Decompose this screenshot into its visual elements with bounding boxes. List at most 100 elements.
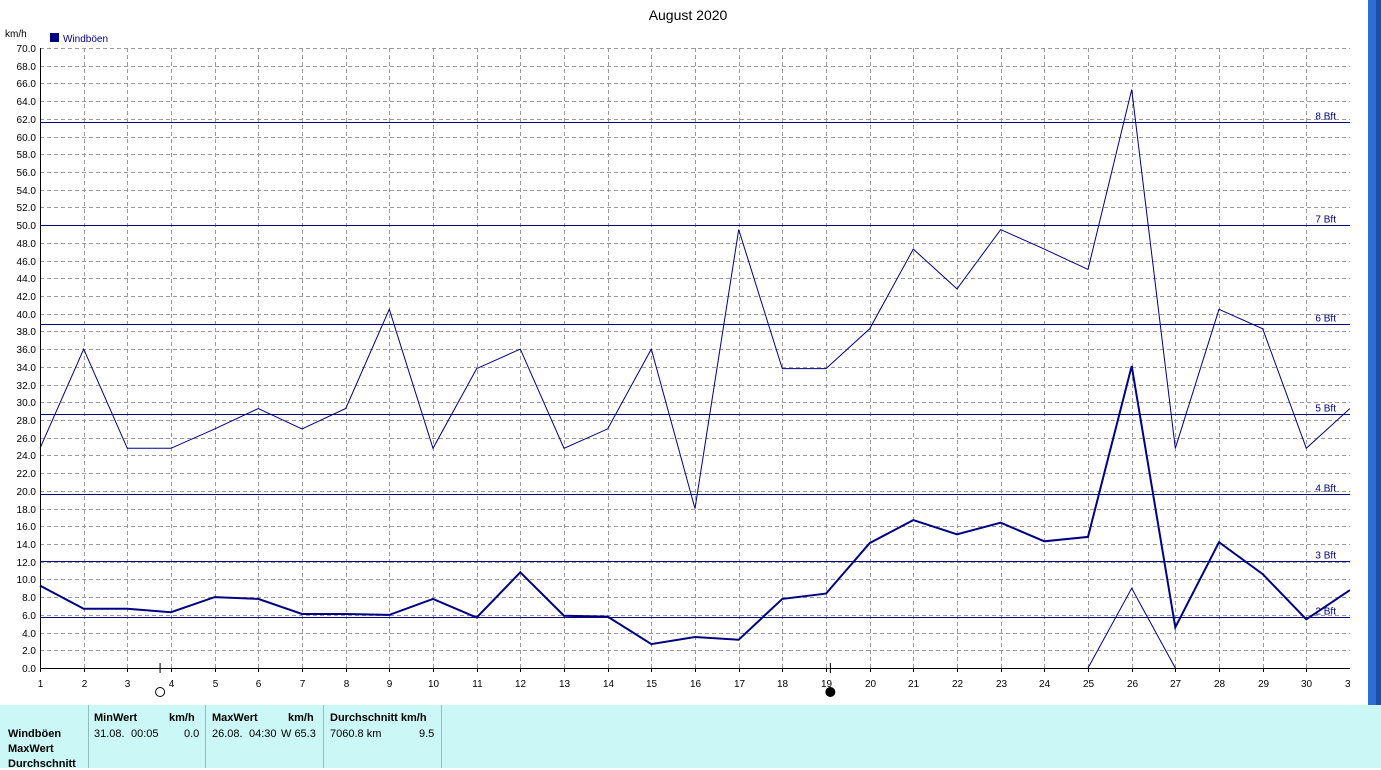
series-line-maxwert (40, 90, 1350, 509)
y-tick-label: 40.0 (17, 310, 37, 321)
y-tick-label: 8.0 (22, 593, 36, 604)
x-tick-label: 18 (777, 679, 789, 690)
column-separator (88, 705, 89, 768)
x-tick-label: 4 (169, 679, 175, 690)
scrollbar-shade (1376, 0, 1381, 705)
y-tick-label: 6.0 (22, 611, 36, 622)
y-tick-label: 58.0 (17, 150, 37, 161)
statistics-panel: Windböen MaxWert Durchschnitt MinWert km… (0, 705, 1381, 768)
y-tick-label: 36.0 (17, 345, 37, 356)
right-edge-scrollbar[interactable] (1350, 0, 1381, 705)
min-value: 0.0 (184, 728, 199, 740)
x-tick-label: 25 (1083, 679, 1095, 690)
y-tick-label: 0.0 (22, 664, 36, 675)
x-tick-label: 7 (300, 679, 306, 690)
y-tick-label: 20.0 (17, 487, 37, 498)
x-tick-label: 30 (1301, 679, 1313, 690)
max-value: W 65.3 (281, 728, 316, 740)
beaufort-label: 7 Bft (1315, 215, 1336, 226)
y-tick-label: 34.0 (17, 363, 37, 374)
row-label-durchschnitt: Durchschnitt (8, 758, 76, 770)
x-tick-label: 17 (734, 679, 746, 690)
x-tick-label: 8 (344, 679, 350, 690)
x-tick-label: 15 (646, 679, 658, 690)
y-tick-label: 30.0 (17, 398, 37, 409)
x-tick-label: 21 (908, 679, 920, 690)
y-tick-label: 28.0 (17, 416, 37, 427)
x-tick-label: 14 (603, 679, 615, 690)
y-tick-label: 32.0 (17, 381, 37, 392)
x-tick-label: 6 (256, 679, 262, 690)
column-separator (323, 705, 324, 768)
full-moon-icon (156, 688, 165, 697)
x-tick-label: 1 (38, 679, 44, 690)
x-tick-label: 3 (125, 679, 131, 690)
avg-distance: 7060.8 km (330, 728, 381, 740)
min-date: 31.08. (94, 728, 125, 740)
y-tick-label: 66.0 (17, 79, 37, 90)
y-tick-label: 26.0 (17, 434, 37, 445)
y-tick-label: 24.0 (17, 451, 37, 462)
legend-swatch (50, 33, 59, 42)
x-tick-label: 5 (213, 679, 219, 690)
x-tick-label: 9 (387, 679, 393, 690)
beaufort-label: 8 Bft (1315, 112, 1336, 123)
x-tick-label: 2 (82, 679, 88, 690)
legend-label: Windböen (63, 34, 108, 45)
row-label-maxwert: MaxWert (8, 743, 54, 755)
beaufort-label: 4 Bft (1315, 484, 1336, 495)
row-label-windboeen: Windböen (8, 728, 61, 740)
y-tick-label: 38.0 (17, 327, 37, 338)
new-moon-icon (826, 688, 835, 697)
y-tick-label: 54.0 (17, 186, 37, 197)
max-date: 26.08. (212, 728, 243, 740)
x-tick-label: 27 (1170, 679, 1182, 690)
chart-title: August 2020 (649, 7, 728, 23)
x-tick-label: 28 (1214, 679, 1226, 690)
y-axis-unit: km/h (5, 29, 27, 40)
min-header: MinWert (94, 712, 137, 724)
y-tick-label: 60.0 (17, 133, 37, 144)
y-tick-label: 14.0 (17, 540, 37, 551)
y-tick-label: 70.0 (17, 44, 37, 55)
y-tick-label: 44.0 (17, 274, 37, 285)
min-time: 00:05 (131, 728, 159, 740)
x-tick-label: 29 (1258, 679, 1270, 690)
y-tick-label: 52.0 (17, 203, 37, 214)
x-tick-label: 24 (1039, 679, 1051, 690)
y-tick-label: 4.0 (22, 629, 36, 640)
y-tick-label: 62.0 (17, 115, 37, 126)
y-tick-label: 22.0 (17, 469, 37, 480)
y-tick-label: 48.0 (17, 239, 37, 250)
y-tick-label: 16.0 (17, 522, 37, 533)
y-tick-label: 18.0 (17, 505, 37, 516)
y-tick-label: 50.0 (17, 221, 37, 232)
y-tick-label: 68.0 (17, 62, 37, 73)
x-tick-label: 22 (952, 679, 964, 690)
x-tick-label: 11 (472, 679, 483, 690)
column-separator (205, 705, 206, 768)
min-unit: km/h (169, 712, 195, 724)
x-tick-label: 12 (515, 679, 527, 690)
y-tick-label: 46.0 (17, 257, 37, 268)
column-separator (441, 705, 442, 768)
x-tick-label: 16 (690, 679, 702, 690)
series-line-minwert (1088, 588, 1175, 668)
x-tick-label: 23 (996, 679, 1008, 690)
x-tick-label: 26 (1127, 679, 1139, 690)
x-tick-label: 20 (865, 679, 877, 690)
beaufort-label: 6 Bft (1315, 314, 1336, 325)
y-tick-label: 56.0 (17, 168, 37, 179)
avg-value: 9.5 (419, 728, 434, 740)
y-tick-label: 12.0 (17, 558, 37, 569)
y-tick-label: 2.0 (22, 646, 36, 657)
max-header: MaxWert (212, 712, 258, 724)
max-unit: km/h (288, 712, 314, 724)
y-tick-label: 42.0 (17, 292, 37, 303)
max-time: 04:30 (249, 728, 277, 740)
y-tick-label: 10.0 (17, 575, 37, 586)
x-tick-label: 10 (428, 679, 440, 690)
avg-header: Durchschnitt km/h (330, 712, 427, 724)
x-tick-label: 13 (559, 679, 571, 690)
